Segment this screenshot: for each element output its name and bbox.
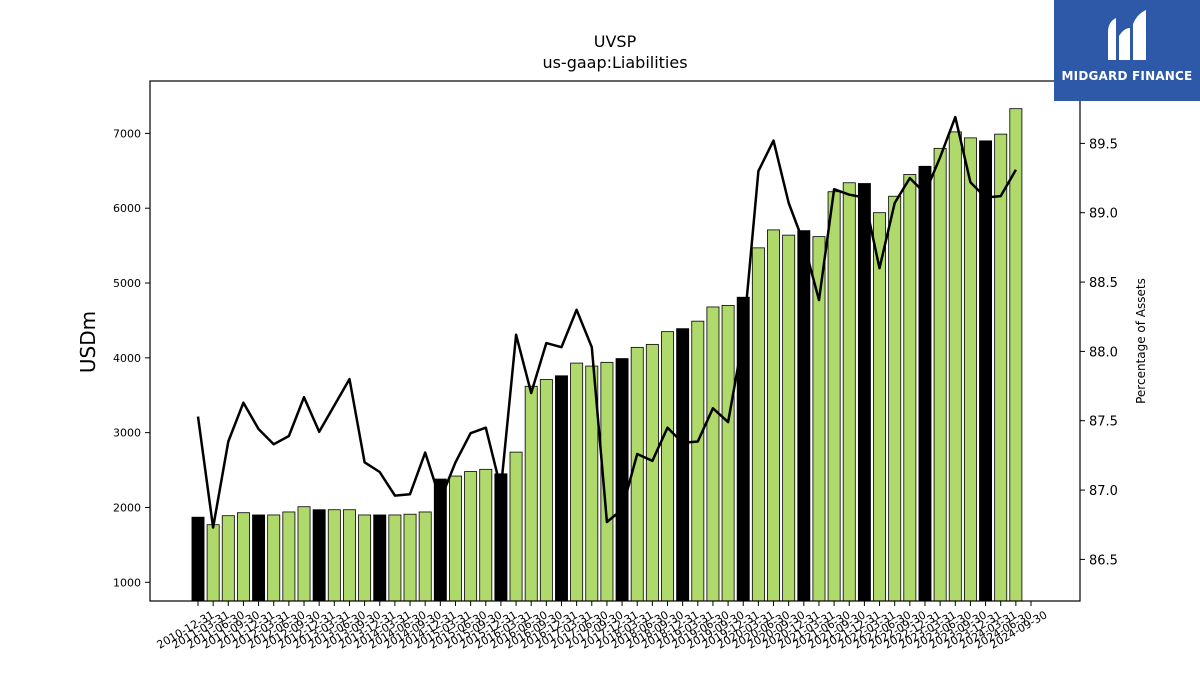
bar-2020-12-31: [797, 230, 811, 602]
bar-2020-09-30: [782, 234, 796, 602]
y-tick-label-2000: 2000: [113, 501, 141, 514]
bar-2015-03-31: [449, 475, 462, 602]
bar-2011-03-31: [206, 524, 220, 602]
line-percentage-of-assets: [196, 115, 1017, 529]
bar-2018-12-31: [676, 328, 690, 602]
bar-2014-03-31: [388, 514, 402, 602]
bar-2017-03-31: [570, 362, 584, 602]
y-tick-label-3000: 3000: [113, 427, 141, 440]
bar-2022-09-30: [903, 174, 917, 602]
bar-2021-09-30: [842, 182, 856, 602]
y2-tick-label-88.0: 88.0: [1089, 345, 1118, 360]
bar-2011-12-31: [252, 514, 266, 602]
bar-2022-06-30: [888, 195, 902, 602]
bars-layer: [191, 108, 1023, 602]
bar-2012-03-31: [267, 514, 281, 602]
bar-2014-06-30: [403, 513, 417, 602]
bar-2014-09-30: [418, 511, 432, 602]
bar-2024-03-31: [994, 133, 1008, 602]
bar-2016-03-31: [509, 451, 523, 602]
bar-2010-12-31: [191, 516, 205, 602]
y-tick-label-4000: 4000: [113, 352, 141, 365]
y2-axis-label: Percentage of Assets: [1134, 278, 1148, 404]
bar-2012-09-30: [297, 506, 311, 602]
bar-2013-09-30: [358, 514, 372, 602]
y-axis-label: USDm: [76, 311, 100, 373]
bar-2016-06-30: [524, 385, 538, 602]
bar-2015-12-31: [494, 473, 508, 602]
bar-2011-06-30: [221, 515, 235, 602]
bar-2023-09-30: [963, 137, 977, 602]
bar-2019-09-30: [721, 305, 735, 602]
axes-layer: 1000 2000 3000 4000 5000 6000 7000 86.5 87.0 87.5…: [113, 80, 1118, 652]
bar-2022-12-31: [918, 165, 932, 602]
line-layer: [196, 115, 1017, 529]
chart-title: UVSP: [593, 32, 637, 51]
y2-tick-label-87.0: 87.0: [1089, 484, 1118, 499]
bar-2023-12-31: [979, 140, 993, 602]
y-tick-label-5000: 5000: [113, 277, 141, 290]
y2-tick-label-86.5: 86.5: [1089, 553, 1118, 568]
y2-tick-label-89.5: 89.5: [1089, 137, 1118, 152]
bar-2013-03-31: [327, 509, 341, 602]
bar-2019-03-31: [691, 320, 705, 602]
bar-2023-06-30: [948, 131, 962, 602]
bar-2012-12-31: [312, 509, 326, 602]
bar-2021-06-30: [827, 191, 841, 602]
y-tick-label-6000: 6000: [113, 202, 141, 215]
bar-2018-09-30: [661, 331, 674, 602]
bar-2022-03-31: [873, 212, 887, 602]
y-tick-label-1000: 1000: [113, 576, 141, 589]
bar-2011-09-30: [236, 512, 250, 602]
logo-text: MIDGARD FINANCE: [1061, 69, 1193, 83]
midgard-finance-logo: MIDGARD FINANCE: [1054, 0, 1200, 101]
plot-frame: [149, 80, 1081, 602]
logo-mark-icon: [1108, 10, 1146, 60]
bar-2018-06-30: [645, 343, 659, 602]
bar-2024-06-30: [1009, 108, 1023, 602]
bar-2023-03-31: [933, 147, 947, 602]
bar-2016-09-30: [539, 379, 553, 602]
y-tick-label-7000: 7000: [113, 127, 141, 140]
bar-2017-12-31: [615, 358, 629, 602]
y2-tick-label-87.5: 87.5: [1089, 415, 1118, 430]
y2-tick-label-88.5: 88.5: [1089, 276, 1118, 291]
bar-2012-06-30: [282, 511, 296, 602]
bar-2013-12-31: [373, 514, 387, 602]
bar-2020-06-30: [767, 229, 780, 602]
bar-2021-12-31: [857, 183, 871, 602]
bar-2015-06-30: [464, 471, 478, 602]
y2-tick-label-89.0: 89.0: [1089, 207, 1118, 222]
bar-2020-03-31: [751, 247, 765, 602]
chart-subtitle: us-gaap:Liabilities: [542, 53, 688, 72]
bar-2016-12-31: [555, 375, 568, 602]
bar-2013-06-30: [342, 509, 356, 602]
bar-2019-06-30: [706, 306, 720, 602]
bar-2015-09-30: [479, 468, 493, 602]
